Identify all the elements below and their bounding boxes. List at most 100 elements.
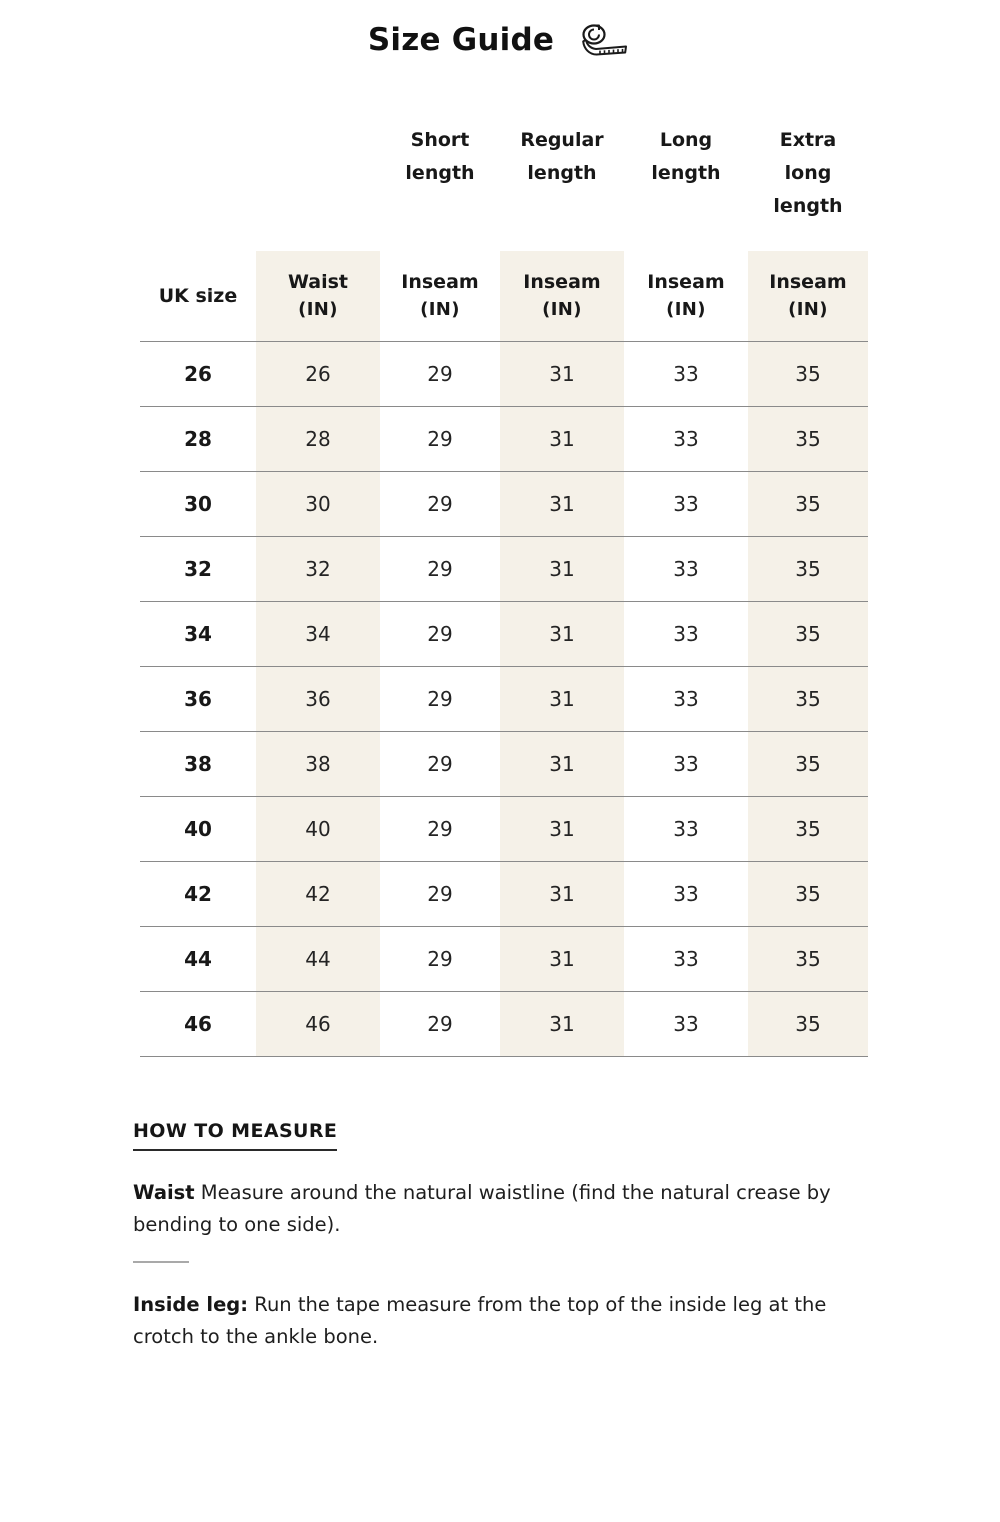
length-header-long: Long length — [651, 129, 721, 184]
uk-size-cell: 28 — [140, 406, 256, 472]
column-header-unit: (IN) — [298, 299, 338, 321]
column-header-label: Inseam — [647, 271, 725, 294]
measurement-cell: 29 — [380, 926, 500, 992]
column-header-label: Inseam — [523, 271, 601, 294]
measurement-cell: 33 — [624, 666, 748, 732]
measurement-cell: 35 — [748, 861, 868, 927]
measurement-cell: 31 — [500, 536, 624, 602]
column-header-inseam-short: Inseam (IN) — [380, 251, 500, 342]
measurement-cell: 34 — [256, 601, 380, 667]
measurement-cell: 35 — [748, 926, 868, 992]
measurement-cell: 31 — [500, 861, 624, 927]
uk-size-cell: 42 — [140, 861, 256, 927]
measurement-cell: 29 — [380, 471, 500, 537]
page-title: Size Guide — [367, 22, 555, 58]
size-table-body: 26 26 29 31 33 35 28 28 29 31 33 35 30 30 29 31 33 35 32 32… — [140, 341, 868, 1057]
uk-size-cell: 40 — [140, 796, 256, 862]
measurement-cell: 35 — [748, 471, 868, 537]
column-header-label: Inseam — [769, 271, 847, 294]
uk-size-cell: 34 — [140, 601, 256, 667]
measurement-cell: 29 — [380, 861, 500, 927]
column-header-label: UK size — [158, 284, 238, 307]
measurement-cell: 32 — [256, 536, 380, 602]
measurement-cell: 31 — [500, 406, 624, 472]
measurement-cell: 30 — [256, 471, 380, 537]
measurement-cell: 29 — [380, 731, 500, 797]
measurement-cell: 31 — [500, 601, 624, 667]
inside-leg-instruction-label: Inside leg: — [133, 1292, 249, 1316]
measurement-cell: 31 — [500, 666, 624, 732]
tape-measure-icon — [582, 24, 628, 56]
measurement-cell: 26 — [256, 341, 380, 407]
waist-instruction-text: Measure around the natural waistline (fi… — [133, 1180, 831, 1236]
empty-cell — [140, 124, 256, 251]
empty-cell — [256, 124, 380, 251]
measurement-cell: 29 — [380, 796, 500, 862]
measurement-cell: 28 — [256, 406, 380, 472]
measurement-cell: 35 — [748, 731, 868, 797]
column-header-unit: (IN) — [788, 299, 828, 321]
inside-leg-instruction-text: Run the tape measure from the top of the… — [133, 1292, 827, 1348]
measurement-cell: 35 — [748, 666, 868, 732]
measurement-cell: 42 — [256, 861, 380, 927]
size-guide-page: Size Guide Short length — [0, 22, 1000, 1522]
column-header-unit: (IN) — [542, 299, 582, 321]
measurement-cell: 29 — [380, 406, 500, 472]
measurement-cell: 33 — [624, 536, 748, 602]
waist-instruction: Waist Measure around the natural waistli… — [133, 1177, 853, 1241]
column-header-label: Inseam — [401, 271, 479, 294]
measurement-cell: 33 — [624, 471, 748, 537]
measurement-cell: 31 — [500, 341, 624, 407]
column-header-inseam-regular: Inseam (IN) — [500, 251, 624, 342]
length-header-extra-long: Extra long length — [773, 129, 843, 217]
table-row: 38 38 29 31 33 35 — [140, 731, 868, 797]
measurement-cell: 35 — [748, 536, 868, 602]
uk-size-cell: 26 — [140, 341, 256, 407]
measurement-cell: 33 — [624, 341, 748, 407]
how-to-measure-heading: HOW TO MEASURE — [133, 1115, 338, 1151]
measurement-cell: 40 — [256, 796, 380, 862]
measurement-cell: 29 — [380, 601, 500, 667]
length-header-short: Short length — [405, 129, 475, 184]
column-header-row: UK size Waist (IN) Inseam (IN) Inseam (I… — [140, 251, 868, 342]
measurement-cell: 33 — [624, 406, 748, 472]
measurement-cell: 31 — [500, 471, 624, 537]
measurement-cell: 31 — [500, 991, 624, 1057]
table-row: 42 42 29 31 33 35 — [140, 861, 868, 927]
uk-size-cell: 44 — [140, 926, 256, 992]
measurement-cell: 31 — [500, 796, 624, 862]
waist-instruction-label: Waist — [133, 1180, 195, 1204]
measurement-cell: 38 — [256, 731, 380, 797]
length-header-row: Short length Regular length Long length … — [140, 124, 868, 251]
column-header-inseam-long: Inseam (IN) — [624, 251, 748, 342]
paragraph-divider — [133, 1260, 189, 1263]
measurement-cell: 29 — [380, 341, 500, 407]
uk-size-cell: 32 — [140, 536, 256, 602]
column-header-uk-size: UK size — [140, 251, 256, 342]
uk-size-cell: 38 — [140, 731, 256, 797]
measurement-cell: 33 — [624, 991, 748, 1057]
measurement-cell: 33 — [624, 796, 748, 862]
table-row: 26 26 29 31 33 35 — [140, 341, 868, 407]
measurement-cell: 31 — [500, 926, 624, 992]
table-row: 34 34 29 31 33 35 — [140, 601, 868, 667]
column-header-waist: Waist (IN) — [256, 251, 380, 342]
length-header-regular: Regular length — [520, 129, 604, 184]
measurement-cell: 44 — [256, 926, 380, 992]
measurement-cell: 29 — [380, 536, 500, 602]
table-row: 46 46 29 31 33 35 — [140, 991, 868, 1057]
measurement-cell: 35 — [748, 796, 868, 862]
table-row: 28 28 29 31 33 35 — [140, 406, 868, 472]
size-guide-table: Short length Regular length Long length … — [140, 124, 868, 1057]
measurement-cell: 35 — [748, 601, 868, 667]
how-to-measure-section: HOW TO MEASURE Waist Measure around the … — [133, 1115, 873, 1353]
inside-leg-instruction: Inside leg: Run the tape measure from th… — [133, 1289, 853, 1353]
table-row: 36 36 29 31 33 35 — [140, 666, 868, 732]
column-header-unit: (IN) — [420, 299, 460, 321]
measurement-cell: 46 — [256, 991, 380, 1057]
measurement-cell: 33 — [624, 926, 748, 992]
page-header: Size Guide — [0, 22, 1000, 58]
column-header-unit: (IN) — [666, 299, 706, 321]
table-row: 44 44 29 31 33 35 — [140, 926, 868, 992]
column-header-label: Waist — [287, 271, 348, 294]
